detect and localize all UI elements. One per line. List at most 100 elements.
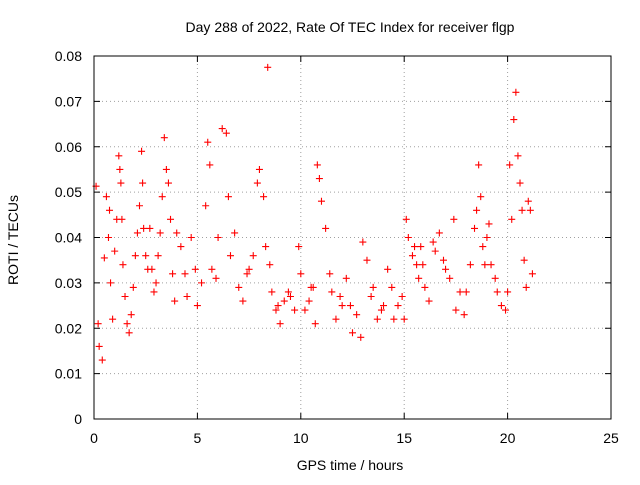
y-tick-label: 0 xyxy=(74,411,82,427)
data-point xyxy=(388,283,396,291)
data-point xyxy=(439,256,447,264)
y-tick-label: 0.04 xyxy=(55,230,82,246)
data-point xyxy=(419,261,427,269)
data-points xyxy=(92,63,536,364)
x-tick-label: 15 xyxy=(396,430,412,446)
data-point xyxy=(222,129,230,137)
data-point xyxy=(353,311,361,319)
data-point xyxy=(266,261,274,269)
data-point xyxy=(506,161,514,169)
data-point xyxy=(373,315,381,323)
data-point xyxy=(471,224,479,232)
data-point xyxy=(390,315,398,323)
data-point xyxy=(411,243,419,251)
plot-frame xyxy=(93,55,612,420)
data-point xyxy=(479,243,487,251)
data-point xyxy=(158,193,166,201)
data-point xyxy=(100,254,108,262)
data-point xyxy=(152,279,160,287)
data-point xyxy=(138,147,146,155)
data-point xyxy=(518,206,526,214)
x-tick-label: 10 xyxy=(293,430,309,446)
data-point xyxy=(425,297,433,305)
data-point xyxy=(322,224,330,232)
data-point xyxy=(115,152,123,160)
data-point xyxy=(243,270,251,278)
data-point xyxy=(497,302,505,310)
data-point xyxy=(245,265,253,273)
data-point xyxy=(528,270,536,278)
data-point xyxy=(98,356,106,364)
y-tick-label: 0.02 xyxy=(55,320,82,336)
data-point xyxy=(198,279,206,287)
data-point xyxy=(167,215,175,223)
data-point xyxy=(116,165,124,173)
data-point xyxy=(295,243,303,251)
data-point xyxy=(274,302,282,310)
data-point xyxy=(413,261,421,269)
data-point xyxy=(218,125,226,133)
data-point xyxy=(349,329,356,337)
data-point xyxy=(191,265,199,273)
y-tick-label: 0.08 xyxy=(55,48,82,64)
data-point xyxy=(135,202,143,210)
data-point xyxy=(214,234,222,241)
data-point xyxy=(301,306,309,314)
data-point xyxy=(150,288,158,296)
data-point xyxy=(394,302,402,310)
data-point xyxy=(450,215,458,223)
data-point xyxy=(193,302,201,310)
data-point xyxy=(106,206,114,214)
data-point xyxy=(357,333,365,341)
data-point xyxy=(491,274,499,282)
data-point xyxy=(311,320,319,328)
data-point xyxy=(133,229,141,237)
data-point xyxy=(156,229,164,237)
data-point xyxy=(127,311,135,319)
data-point xyxy=(346,302,354,310)
data-point xyxy=(384,265,392,273)
data-point xyxy=(380,302,388,310)
data-point xyxy=(415,274,423,282)
chart-title: Day 288 of 2022, Rate Of TEC Index for r… xyxy=(186,19,515,35)
data-point xyxy=(317,197,325,205)
x-tick-label: 5 xyxy=(194,430,202,446)
data-point xyxy=(429,238,437,246)
data-point xyxy=(526,206,534,214)
data-point xyxy=(253,179,261,187)
data-point xyxy=(516,179,524,187)
data-point xyxy=(125,329,133,337)
data-point xyxy=(262,243,270,251)
data-point xyxy=(154,252,162,260)
data-point xyxy=(286,292,294,300)
data-point xyxy=(181,270,189,278)
data-point xyxy=(342,274,350,282)
data-point xyxy=(328,288,336,296)
y-tick-label: 0.06 xyxy=(55,139,82,155)
data-point xyxy=(260,193,268,201)
data-point xyxy=(276,320,284,328)
x-tick-label: 20 xyxy=(500,430,516,446)
data-point xyxy=(235,283,243,291)
y-tick-label: 0.03 xyxy=(55,275,82,291)
data-point xyxy=(510,116,518,124)
data-point xyxy=(226,252,234,260)
data-point xyxy=(315,175,323,183)
data-point xyxy=(431,247,439,255)
data-point xyxy=(109,315,117,323)
data-point xyxy=(264,63,272,71)
data-point xyxy=(239,297,247,305)
data-point xyxy=(146,224,154,232)
data-point xyxy=(111,247,119,255)
data-point xyxy=(117,179,125,187)
data-point xyxy=(522,283,530,291)
data-point xyxy=(140,224,148,232)
y-tick-label: 0.05 xyxy=(55,184,82,200)
data-point xyxy=(524,197,532,205)
data-point xyxy=(363,256,371,264)
data-point xyxy=(493,288,501,296)
data-point xyxy=(131,252,139,260)
data-point xyxy=(148,265,156,273)
